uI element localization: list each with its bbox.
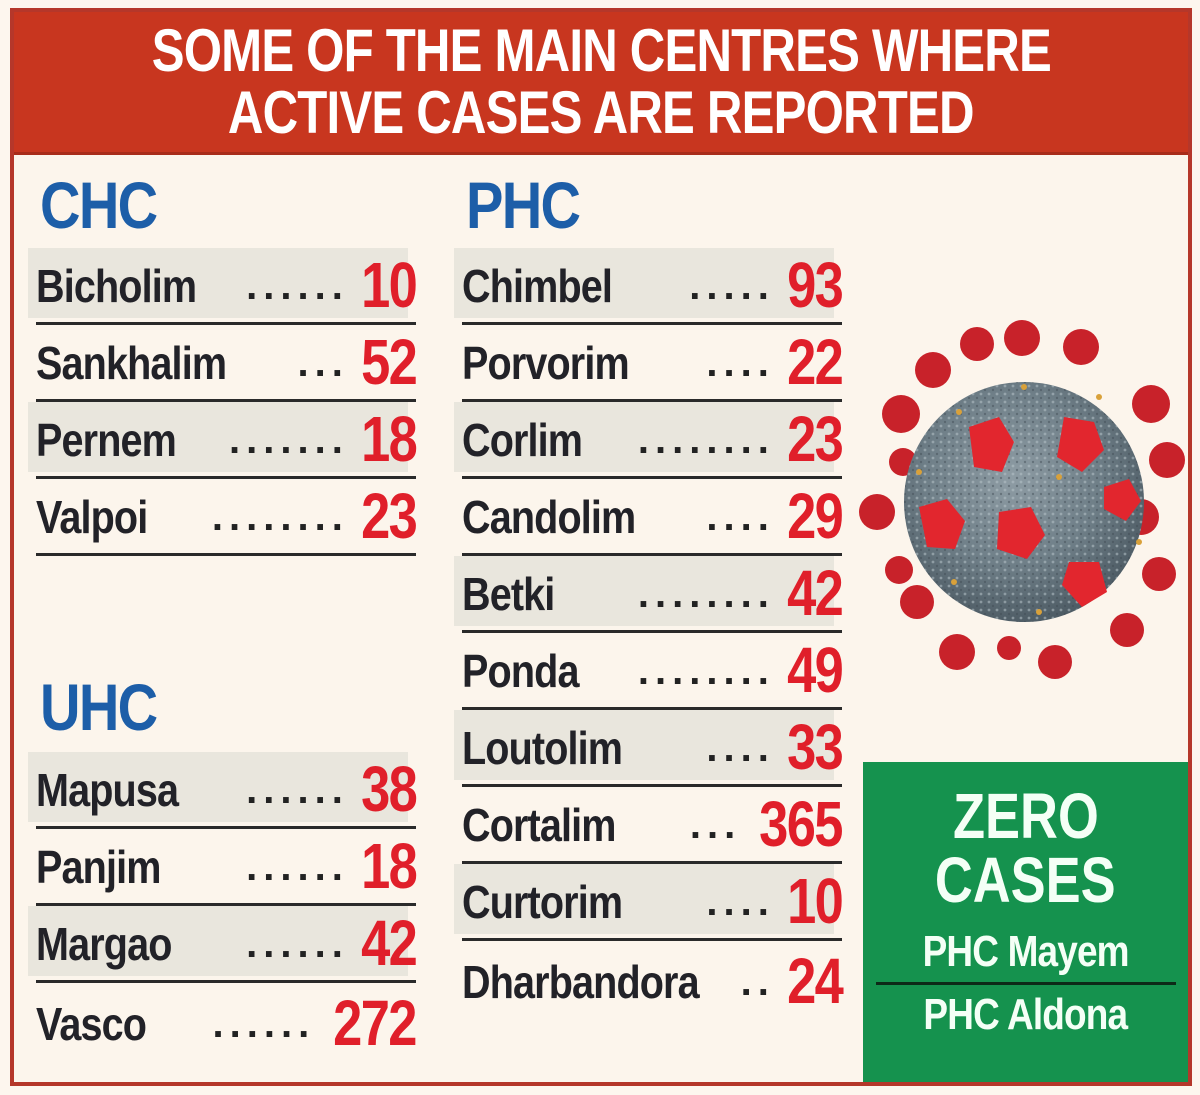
case-count: 49 <box>786 634 844 706</box>
zero-cases-title-line-1: ZERO <box>952 780 1099 852</box>
leader-dots: ........ <box>637 572 775 616</box>
centre-name: Sankhalim <box>36 337 227 389</box>
table-row: Candolim .... 29 <box>462 479 844 556</box>
leader-dots: ...... <box>246 845 349 889</box>
table-row: Sankhalim ... 52 <box>36 325 418 402</box>
leader-dots: ...... <box>246 768 349 812</box>
leader-dots: ...... <box>212 1002 316 1046</box>
leader-dots: ........ <box>637 649 775 693</box>
coronavirus-icon <box>859 320 1185 679</box>
centre-name: Margao <box>36 918 172 970</box>
centre-name: Loutolim <box>462 722 623 774</box>
chc-list: Bicholim ...... 10 Sankhalim ... 52 Pern… <box>28 248 418 556</box>
centre-name: Bicholim <box>36 260 197 312</box>
leader-dots: .... <box>706 341 775 385</box>
leader-dots: ........ <box>637 418 775 462</box>
table-row: Corlim ........ 23 <box>454 402 844 479</box>
table-row: Ponda ........ 49 <box>462 633 844 710</box>
leader-dots: ... <box>297 341 349 385</box>
phc-list: Chimbel ..... 93 Porvorim .... 22 Corlim… <box>454 248 844 1018</box>
section-title-chc: CHC <box>40 168 158 242</box>
table-row: Cortalim ... 365 <box>462 787 844 864</box>
case-count: 29 <box>786 480 844 552</box>
table-row: Margao ...... 42 <box>28 906 418 983</box>
leader-dots: .... <box>706 726 775 770</box>
table-row: Valpoi ........ 23 <box>36 479 418 556</box>
table-row: Vasco ...... 272 <box>36 983 418 1060</box>
case-count: 10 <box>786 865 844 937</box>
section-title-phc: PHC <box>466 168 581 242</box>
table-row: Loutolim .... 33 <box>454 710 844 787</box>
zero-case-item: PHC Aldona <box>923 990 1129 1039</box>
infographic-frame: SOME OF THE MAIN CENTRES WHERE ACTIVE CA… <box>10 8 1192 1086</box>
centre-name: Cortalim <box>462 799 616 851</box>
header-title-line-1: SOME OF THE MAIN CENTRES WHERE <box>151 17 1051 84</box>
case-count: 42 <box>360 907 418 979</box>
leader-dots: ...... <box>246 264 349 308</box>
zero-case-item: PHC Mayem <box>922 927 1129 976</box>
divider <box>875 982 1176 985</box>
case-count: 23 <box>786 403 844 475</box>
case-count: 22 <box>786 326 844 398</box>
centre-name: Vasco <box>36 998 147 1050</box>
table-row: Dharbandora .. 24 <box>462 941 844 1018</box>
centre-name: Porvorim <box>462 337 630 389</box>
centre-name: Betki <box>462 568 555 620</box>
case-count: 18 <box>360 403 418 475</box>
case-count: 93 <box>786 249 844 321</box>
table-row: Curtorim .... 10 <box>454 864 844 941</box>
header-banner: SOME OF THE MAIN CENTRES WHERE ACTIVE CA… <box>14 12 1188 155</box>
leader-dots: ...... <box>246 922 349 966</box>
centre-name: Panjim <box>36 841 161 893</box>
leader-dots: ........ <box>211 495 349 539</box>
table-row: Porvorim .... 22 <box>462 325 844 402</box>
table-row: Chimbel ..... 93 <box>454 248 844 325</box>
centre-name: Dharbandora <box>462 956 700 1008</box>
centre-name: Curtorim <box>462 876 623 928</box>
case-count: 10 <box>360 249 418 321</box>
case-count: 23 <box>360 480 418 552</box>
section-title-uhc: UHC <box>40 670 158 744</box>
zero-cases-box: ZERO CASES PHC Mayem PHC Aldona <box>863 762 1188 1082</box>
case-count: 18 <box>360 830 418 902</box>
leader-dots: ..... <box>689 264 775 308</box>
zero-cases-title-line-2: CASES <box>935 844 1116 916</box>
centre-name: Valpoi <box>36 491 148 543</box>
centre-name: Chimbel <box>462 260 613 312</box>
case-count: 33 <box>786 711 844 783</box>
leader-dots: .... <box>706 495 775 539</box>
table-row: Mapusa ...... 38 <box>28 752 418 829</box>
case-count: 365 <box>759 788 843 860</box>
case-count: 272 <box>333 987 417 1059</box>
table-row: Pernem ....... 18 <box>28 402 418 479</box>
leader-dots: .. <box>740 960 775 1004</box>
table-row: Bicholim ...... 10 <box>28 248 418 325</box>
leader-dots: ... <box>689 803 742 847</box>
centre-name: Candolim <box>462 491 636 543</box>
table-row: Betki ........ 42 <box>454 556 844 633</box>
centre-name: Mapusa <box>36 764 179 816</box>
leader-dots: .... <box>706 880 775 924</box>
case-count: 24 <box>786 945 844 1017</box>
case-count: 52 <box>360 326 418 398</box>
case-count: 38 <box>360 753 418 825</box>
centre-name: Pernem <box>36 414 177 466</box>
leader-dots: ....... <box>229 418 349 462</box>
table-row: Panjim ...... 18 <box>36 829 418 906</box>
centre-name: Corlim <box>462 414 583 466</box>
header-title-line-2: ACTIVE CASES ARE REPORTED <box>228 79 975 146</box>
uhc-list: Mapusa ...... 38 Panjim ...... 18 Margao… <box>28 752 418 1060</box>
centre-name: Ponda <box>462 645 579 697</box>
case-count: 42 <box>786 557 844 629</box>
